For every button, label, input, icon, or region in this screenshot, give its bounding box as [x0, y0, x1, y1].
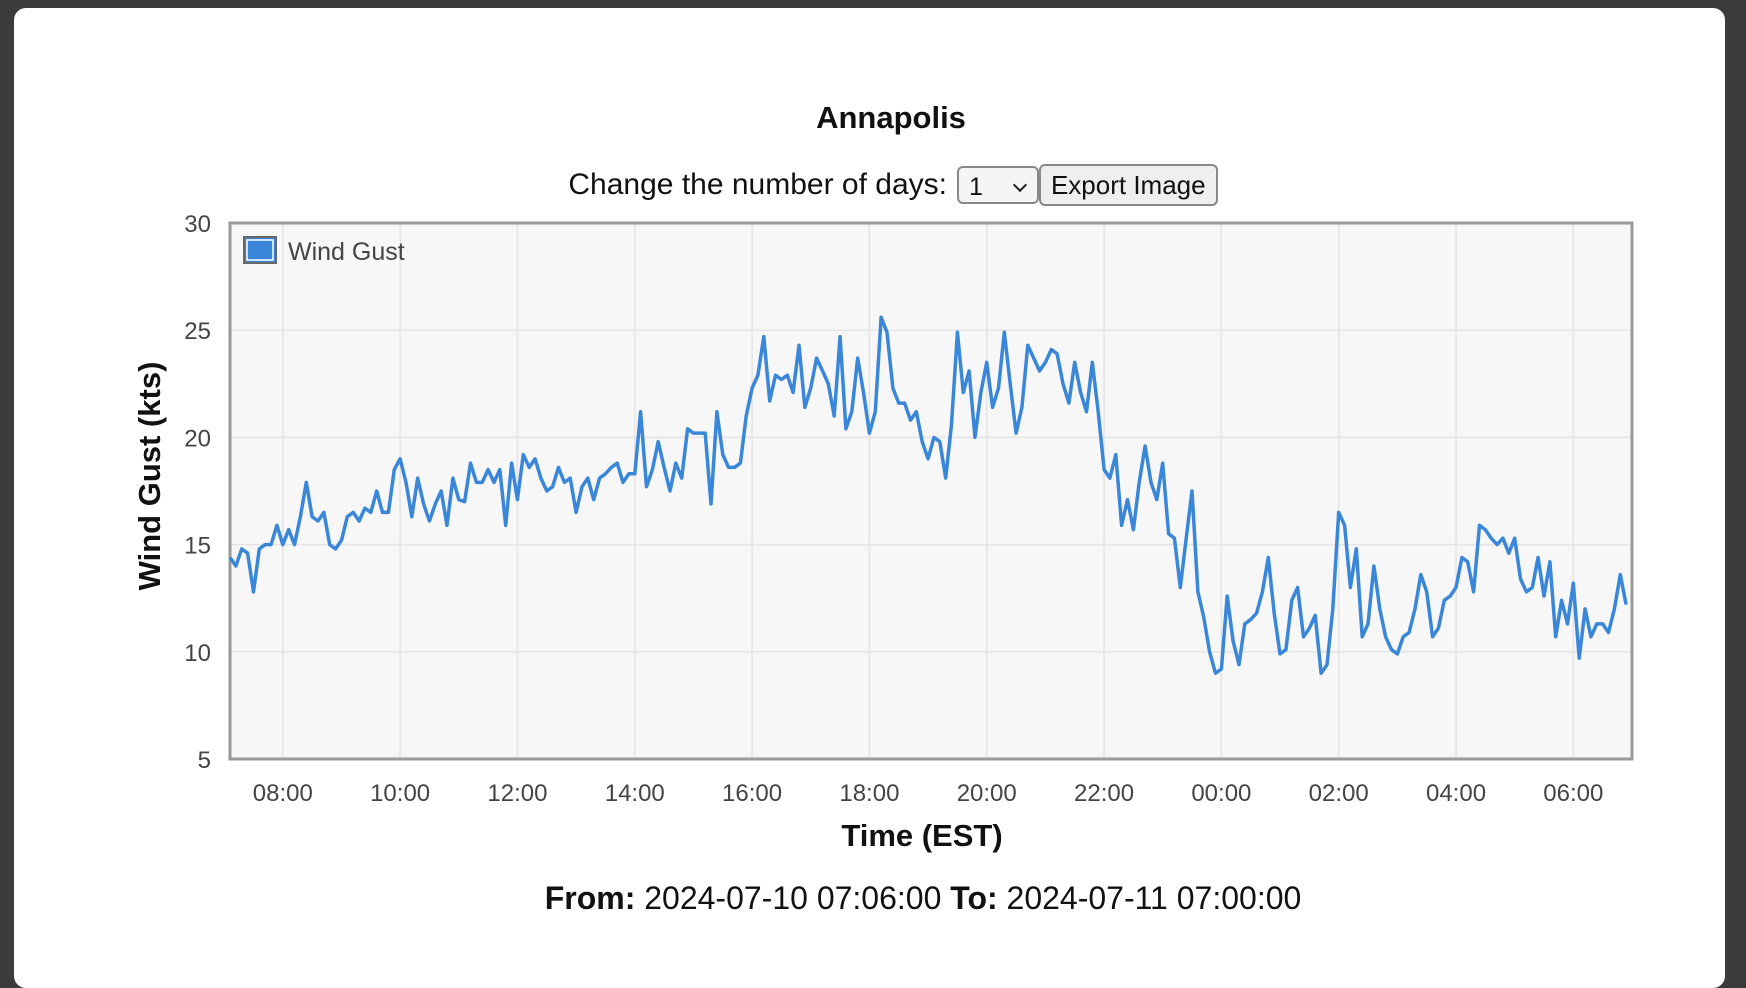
y-tick-label: 5	[198, 747, 211, 774]
x-tick-label: 16:00	[722, 780, 782, 807]
to-date: 2024-07-11 07:00:00	[1006, 880, 1302, 916]
to-label: To:	[950, 880, 998, 916]
x-tick-label: 20:00	[957, 780, 1017, 807]
y-tick-label: 10	[184, 640, 211, 667]
page: Annapolis 5 10 15 20 25 30 08:00 10:00 12:00 14:0…	[0, 0, 1746, 966]
footer: From: 2024-07-10 07:06:00 To: 2024-07-11…	[0, 880, 1746, 917]
days-select[interactable]: 1	[956, 166, 1039, 204]
x-axis-title: Time (EST)	[841, 818, 1002, 853]
x-tick-label: 04:00	[1426, 780, 1486, 807]
x-tick-label: 12:00	[487, 780, 547, 807]
x-tick-label: 22:00	[1074, 780, 1134, 807]
from-label: From:	[544, 880, 636, 916]
chart: Annapolis 5 10 15 20 25 30 08:00 10:00 12:00 14:0…	[132, 100, 1634, 853]
plot-area	[230, 223, 1632, 759]
y-tick-label: 20	[184, 425, 211, 452]
export-button[interactable]: Export Image	[1038, 164, 1218, 206]
from-date: 2024-07-10 07:06:00	[644, 880, 942, 916]
x-tick-label: 08:00	[253, 780, 313, 807]
x-tick-label: 00:00	[1191, 780, 1251, 807]
y-axis-title: Wind Gust (kts)	[132, 362, 167, 591]
x-tick-label: 10:00	[370, 780, 430, 807]
chart-title: Annapolis	[816, 100, 966, 135]
data-line	[228, 315, 1628, 675]
legend-swatch-inner	[246, 239, 274, 261]
legend-swatch	[243, 236, 277, 264]
y-tick-label: 30	[184, 211, 211, 238]
x-tick-label: 02:00	[1309, 780, 1369, 807]
x-tick-label: 14:00	[605, 780, 665, 807]
x-tick-label: 06:00	[1543, 780, 1603, 807]
x-tick-label: 18:00	[839, 780, 899, 807]
controls: Change the number of days: 1 Export Imag…	[0, 164, 1746, 206]
y-tick-label: 25	[184, 318, 211, 345]
days-label: Change the number of days:	[568, 168, 947, 201]
plot-border	[228, 221, 1634, 761]
legend-label: Wind Gust	[288, 238, 405, 266]
y-tick-label: 15	[184, 533, 211, 560]
